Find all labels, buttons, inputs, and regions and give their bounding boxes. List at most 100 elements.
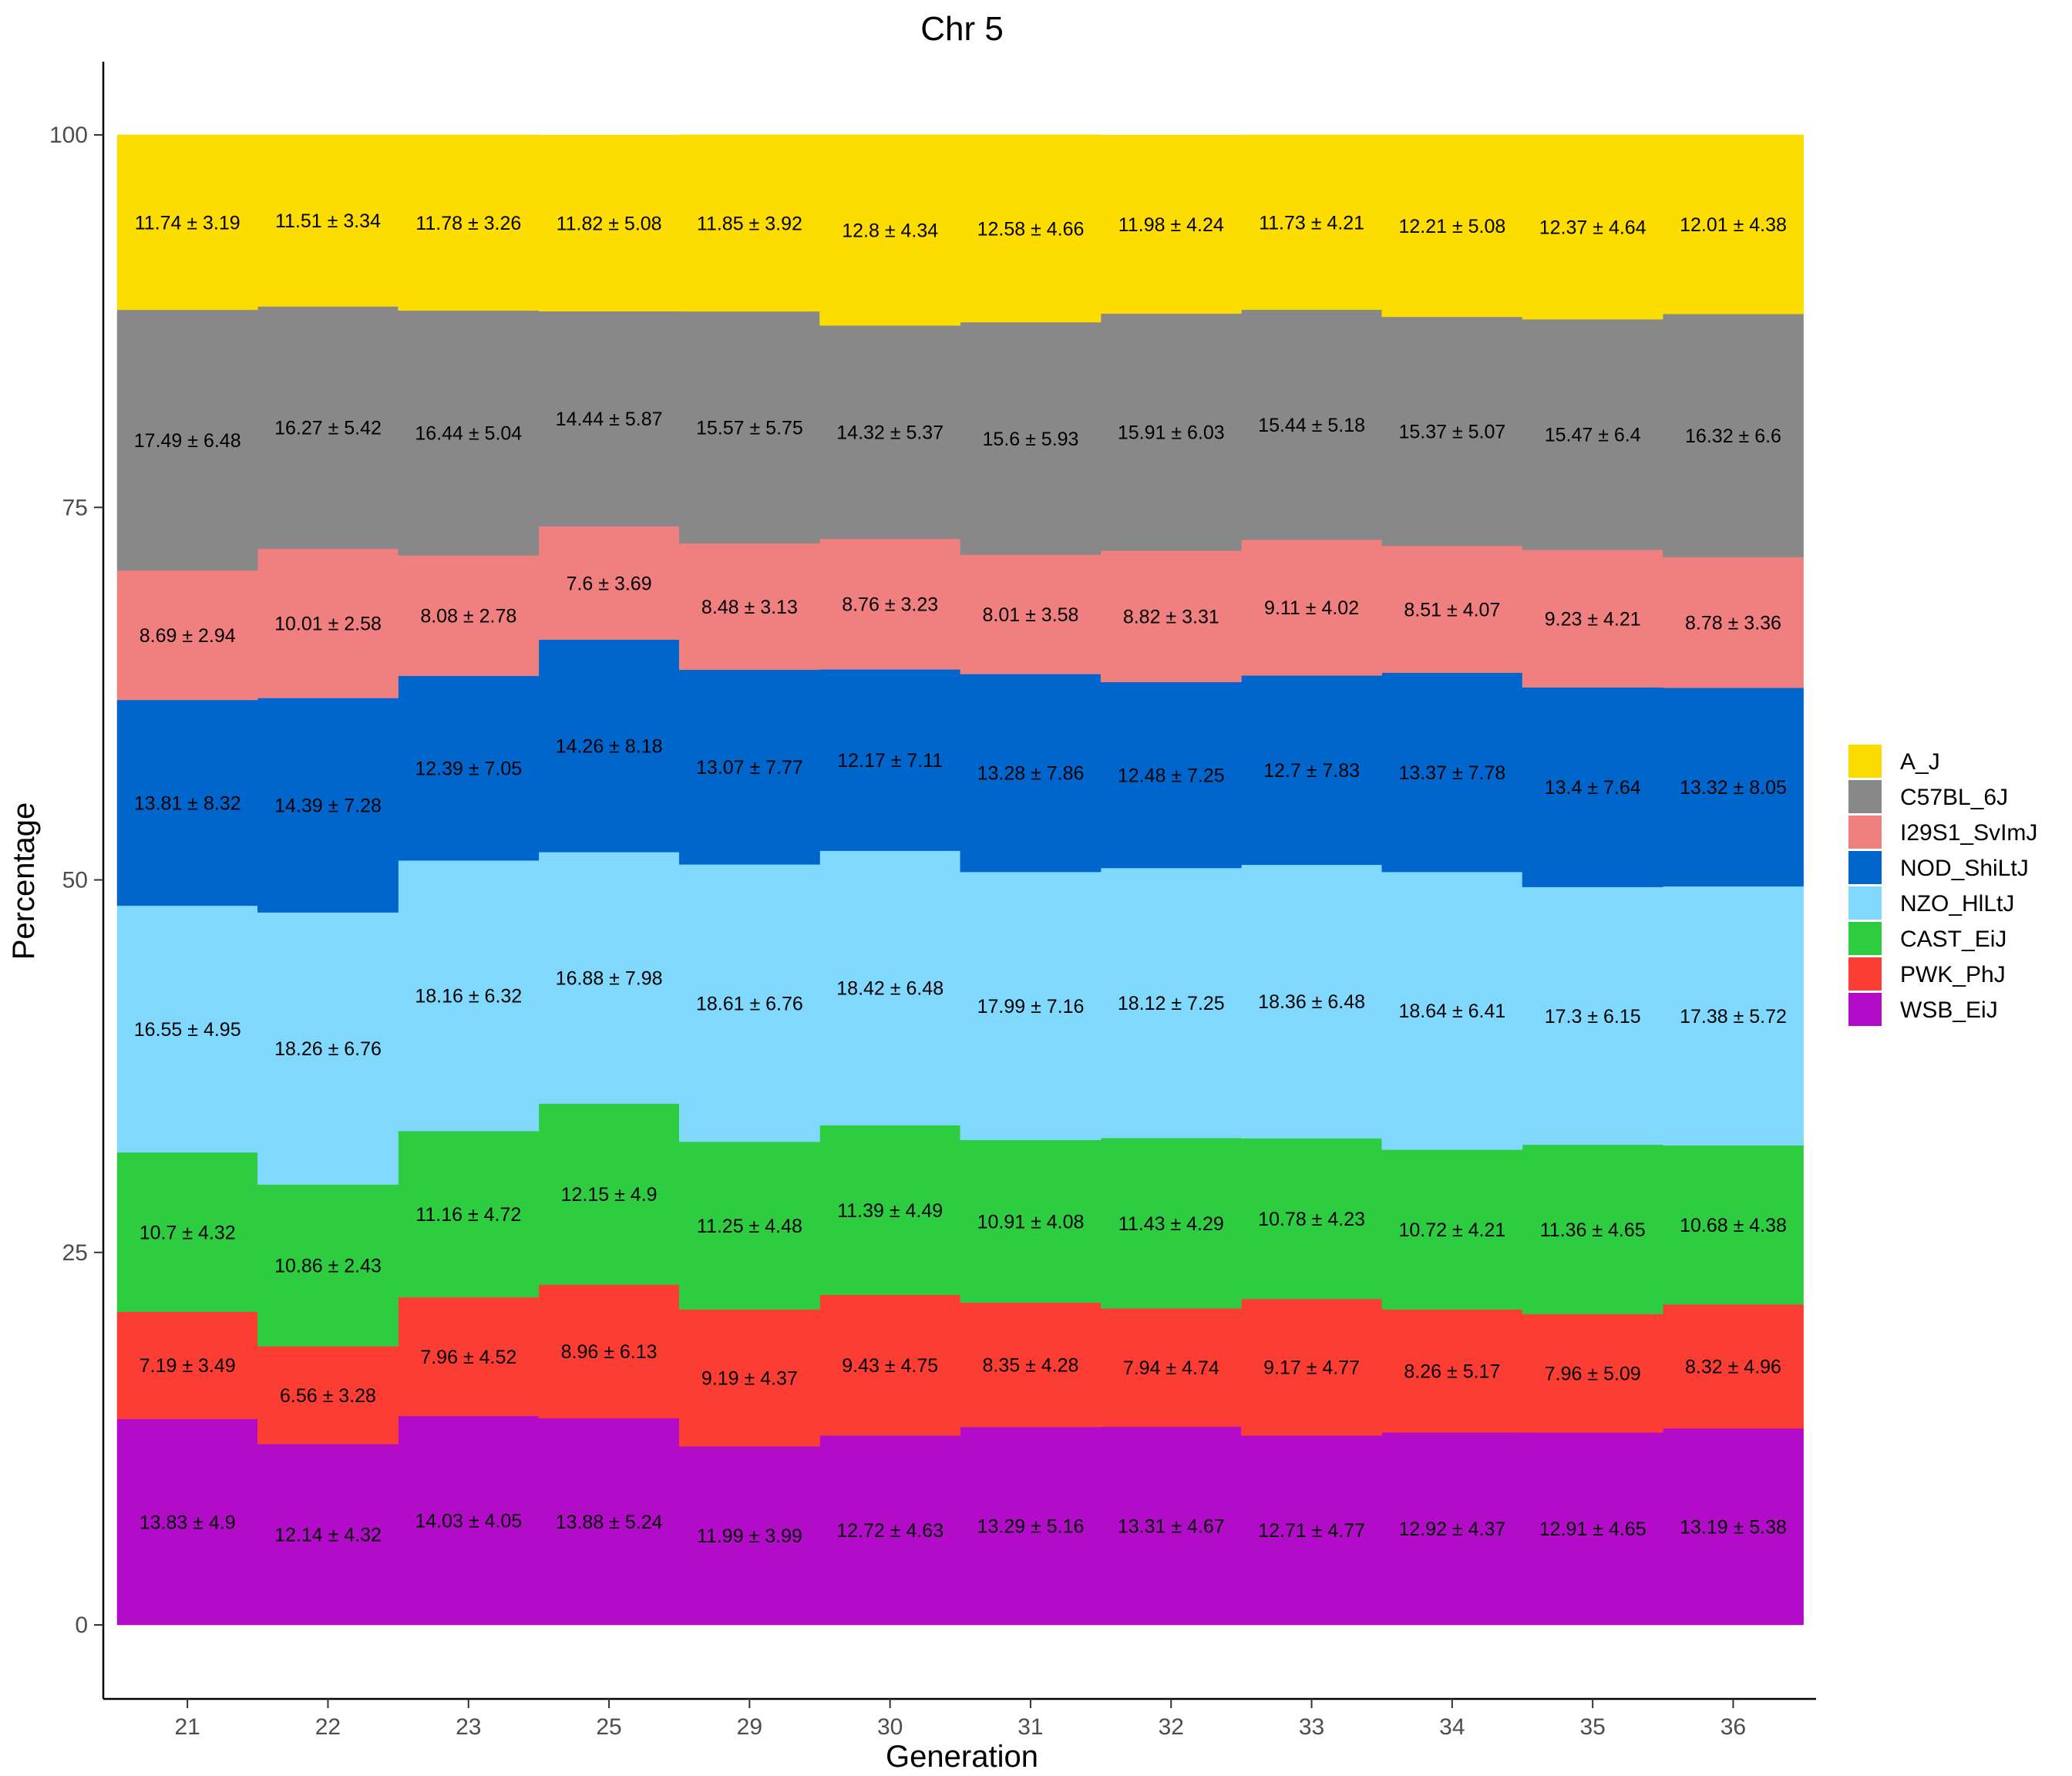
axes: 0 25 50 75 100 21 22 23 25 29 30 31 32 33 34 35 36 (49, 62, 1816, 1740)
data-label: 17.99 ± 7.16 (977, 996, 1085, 1018)
legend-item-WSB_EiJ: WSB_EiJ (1848, 993, 1998, 1026)
data-label: 16.32 ± 6.6 (1685, 426, 1781, 447)
data-label: 9.23 ± 4.21 (1545, 608, 1641, 630)
legend-label: NZO_HlLtJ (1900, 891, 2014, 917)
data-label: 10.68 ± 4.38 (1680, 1215, 1787, 1236)
data-label: 13.81 ± 8.32 (134, 793, 241, 815)
data-label: 15.91 ± 6.03 (1118, 422, 1225, 444)
data-label: 9.43 ± 4.75 (842, 1355, 938, 1377)
data-label: 18.64 ± 6.41 (1398, 1001, 1505, 1022)
data-label: 16.27 ± 5.42 (274, 418, 382, 439)
data-label: 12.01 ± 4.38 (1680, 214, 1787, 236)
data-label: 8.69 ± 2.94 (140, 625, 236, 647)
data-label: 12.15 ± 4.9 (561, 1184, 658, 1206)
data-label: 12.39 ± 7.05 (415, 758, 522, 779)
x-axis-title: Generation (886, 1740, 1038, 1774)
data-label: 6.56 ± 3.28 (280, 1385, 376, 1407)
data-label: 12.14 ± 4.32 (274, 1525, 382, 1546)
data-label: 11.73 ± 4.21 (1259, 212, 1364, 234)
data-label: 11.74 ± 3.19 (135, 213, 240, 234)
legend-swatch (1848, 957, 1882, 991)
data-label: 8.96 ± 6.13 (561, 1341, 658, 1363)
y-tick-label: 100 (49, 123, 88, 148)
data-label: 11.85 ± 3.92 (697, 213, 802, 234)
y-tick-label: 50 (62, 868, 88, 893)
data-label: 14.03 ± 4.05 (415, 1510, 522, 1532)
data-label: 11.39 ± 4.49 (837, 1200, 943, 1222)
data-label: 12.7 ± 7.83 (1263, 760, 1360, 782)
data-label: 18.12 ± 7.25 (1118, 993, 1225, 1014)
legend-swatch (1848, 886, 1882, 920)
data-label: 15.44 ± 5.18 (1258, 415, 1365, 436)
x-tick-label: 35 (1579, 1714, 1605, 1740)
legend-item-I29S1_SvImJ: I29S1_SvImJ (1848, 816, 2037, 849)
data-label: 17.38 ± 5.72 (1680, 1006, 1787, 1028)
legend-swatch (1848, 816, 1882, 849)
data-label: 12.8 ± 4.34 (842, 220, 938, 242)
data-label: 11.36 ± 4.65 (1540, 1219, 1646, 1241)
data-label: 13.88 ± 5.24 (556, 1512, 663, 1533)
legend-swatch (1848, 851, 1882, 884)
legend-label: I29S1_SvImJ (1900, 820, 2037, 846)
x-tick-label: 31 (1018, 1714, 1043, 1740)
data-label: 14.39 ± 7.28 (274, 796, 382, 817)
data-label: 7.94 ± 4.74 (1123, 1357, 1219, 1379)
legend-label: WSB_EiJ (1900, 997, 1998, 1023)
data-label: 9.11 ± 4.02 (1264, 597, 1359, 619)
data-label: 14.44 ± 5.87 (556, 409, 663, 430)
data-label: 15.6 ± 5.93 (983, 429, 1079, 450)
x-tick-label: 32 (1159, 1714, 1184, 1740)
data-label: 15.57 ± 5.75 (696, 417, 803, 439)
data-label: 11.78 ± 3.26 (415, 213, 521, 234)
data-label: 17.3 ± 6.15 (1545, 1006, 1641, 1028)
data-label: 12.37 ± 4.64 (1539, 217, 1646, 239)
y-tick-label: 75 (62, 495, 88, 520)
data-label: 14.26 ± 8.18 (556, 736, 663, 758)
data-label: 9.19 ± 4.37 (701, 1367, 798, 1389)
legend-label: PWK_PhJ (1900, 962, 2006, 987)
data-label: 12.91 ± 4.65 (1539, 1519, 1646, 1540)
data-label: 7.6 ± 3.69 (567, 573, 652, 594)
data-label: 8.82 ± 3.31 (1123, 607, 1219, 628)
legend-swatch (1848, 922, 1882, 955)
data-label: 8.35 ± 4.28 (983, 1354, 1079, 1376)
data-label: 8.78 ± 3.36 (1685, 613, 1781, 634)
data-label: 13.28 ± 7.86 (977, 763, 1085, 785)
x-tick-label: 34 (1439, 1714, 1465, 1740)
x-tick-label: 33 (1299, 1714, 1324, 1740)
data-label: 16.44 ± 5.04 (415, 423, 522, 445)
x-tick-label: 36 (1720, 1714, 1746, 1740)
data-label: 10.7 ± 4.32 (140, 1222, 236, 1243)
x-tick-label: 30 (877, 1714, 903, 1740)
data-label: 12.17 ± 7.11 (837, 750, 943, 772)
legend-swatch (1848, 745, 1882, 778)
y-axis-title: Percentage (7, 802, 41, 960)
legend-label: NOD_ShiLtJ (1900, 856, 2029, 881)
chart-title: Chr 5 (920, 10, 1004, 48)
data-label: 8.51 ± 4.07 (1404, 599, 1500, 621)
x-tick-label: 23 (456, 1714, 481, 1740)
data-label: 7.96 ± 4.52 (420, 1347, 516, 1368)
legend-swatch (1848, 780, 1882, 813)
data-label: 13.32 ± 8.05 (1680, 777, 1787, 799)
x-tick-label: 29 (737, 1714, 762, 1740)
data-label: 10.01 ± 2.58 (274, 614, 382, 635)
data-label: 10.72 ± 4.21 (1398, 1219, 1505, 1241)
x-tick-label: 22 (315, 1714, 341, 1740)
data-label: 15.37 ± 5.07 (1398, 422, 1505, 443)
data-label: 11.99 ± 3.99 (697, 1525, 802, 1547)
data-label: 8.76 ± 3.23 (842, 594, 938, 616)
data-label: 18.26 ± 6.76 (274, 1038, 382, 1060)
data-label: 13.83 ± 4.9 (140, 1512, 236, 1533)
legend-item-NOD_ShiLtJ: NOD_ShiLtJ (1848, 851, 2029, 884)
data-label: 13.4 ± 7.64 (1545, 777, 1641, 799)
data-label: 13.31 ± 4.67 (1118, 1515, 1225, 1537)
data-label: 16.55 ± 4.95 (134, 1019, 241, 1041)
data-label: 11.16 ± 4.72 (415, 1204, 521, 1226)
data-label: 13.29 ± 5.16 (977, 1516, 1085, 1538)
y-tick-label: 25 (62, 1240, 88, 1266)
data-label: 8.08 ± 2.78 (420, 606, 516, 627)
data-label: 18.42 ± 6.48 (836, 978, 944, 1000)
data-label: 8.01 ± 3.58 (983, 604, 1079, 626)
